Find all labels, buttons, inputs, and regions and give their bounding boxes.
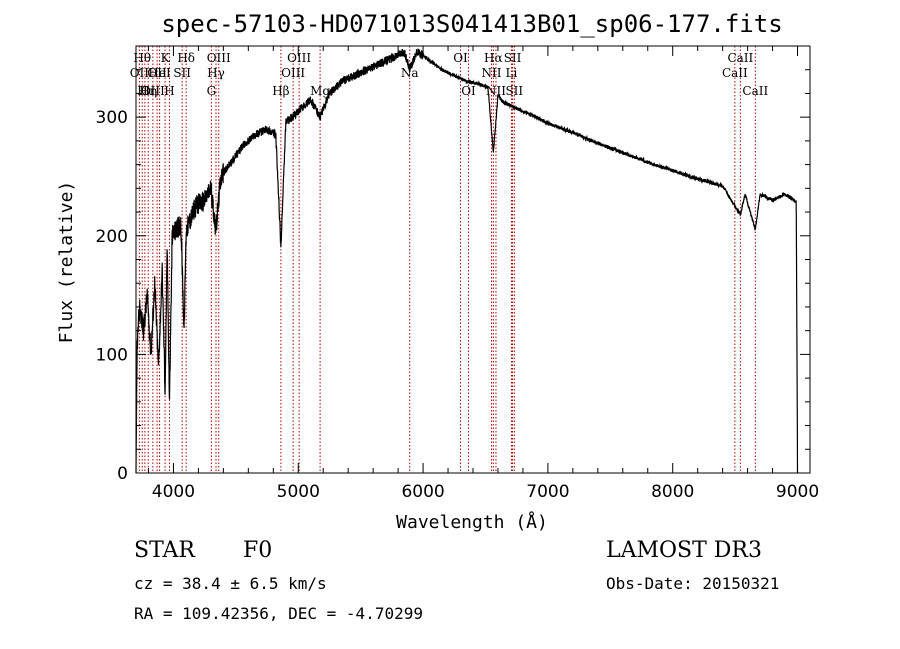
y-axis-label: Flux (relative) bbox=[56, 181, 77, 344]
line-label-19: OI bbox=[453, 51, 468, 65]
line-label-8: H bbox=[164, 84, 174, 98]
x-tick-label-6000: 6000 bbox=[401, 482, 444, 502]
line-label-11: G bbox=[207, 84, 217, 98]
line-label-24: Li bbox=[506, 66, 518, 80]
x-axis-label: Wavelength (Å) bbox=[396, 511, 548, 533]
line-label-17: Mg bbox=[310, 84, 330, 98]
y-tick-label-300: 300 bbox=[96, 108, 128, 128]
spectral-line-markers bbox=[138, 46, 756, 473]
line-label-25: SII bbox=[504, 51, 522, 65]
spectral-line-labels: OIIHθHιHηOIIIOIIHeIKHSIIHδGHγOIIIHβOIIIO… bbox=[130, 51, 769, 98]
line-label-2: Hι bbox=[137, 84, 152, 98]
line-label-15: OIII bbox=[281, 66, 305, 80]
line-label-0: OII bbox=[130, 66, 150, 80]
plot-frame bbox=[135, 45, 811, 474]
survey-name: LAMOST DR3 bbox=[606, 538, 762, 563]
line-label-4: OIII bbox=[141, 84, 165, 98]
line-label-16: OIII bbox=[287, 51, 311, 65]
line-label-18: Na bbox=[401, 66, 419, 80]
line-label-6: HeI bbox=[148, 66, 171, 80]
line-label-1: Hθ bbox=[133, 51, 151, 65]
x-tick-label-5000: 5000 bbox=[277, 482, 320, 502]
line-label-21: NII bbox=[481, 66, 501, 80]
chart-title: spec-57103-HD071013S041413B01_sp06-177.f… bbox=[161, 10, 782, 38]
x-tick-label-4000: 4000 bbox=[152, 482, 195, 502]
coordinates: RA = 109.42356, DEC = -4.70299 bbox=[134, 604, 423, 623]
y-tick-label-200: 200 bbox=[96, 227, 128, 247]
line-label-22: Hα bbox=[484, 51, 503, 65]
object-subclass: F0 bbox=[243, 538, 273, 563]
line-label-28: CaII bbox=[727, 51, 753, 65]
line-label-7: K bbox=[161, 51, 171, 65]
line-label-23: NII bbox=[486, 84, 506, 98]
line-label-3: Hη bbox=[139, 84, 157, 98]
line-label-29: CaII bbox=[742, 84, 768, 98]
object-class: STAR bbox=[134, 538, 195, 563]
x-tick-label-8000: 8000 bbox=[651, 482, 694, 502]
line-label-5: OII bbox=[147, 66, 167, 80]
line-label-10: Hδ bbox=[177, 51, 195, 65]
line-label-14: Hβ bbox=[272, 84, 289, 98]
line-label-9: SII bbox=[173, 66, 191, 80]
line-label-13: OIII bbox=[207, 51, 231, 65]
y-axis: 0 100 200 300 bbox=[96, 45, 810, 484]
x-tick-label-9000: 9000 bbox=[776, 482, 819, 502]
y-tick-label-100: 100 bbox=[96, 345, 128, 365]
y-tick-label-0: 0 bbox=[117, 464, 128, 484]
line-label-20: OI bbox=[461, 84, 476, 98]
line-label-27: CaII bbox=[722, 66, 748, 80]
spectrum-line bbox=[135, 48, 799, 474]
line-label-26: SII bbox=[505, 84, 523, 98]
observation-date: Obs-Date: 20150321 bbox=[606, 574, 780, 593]
x-axis: 4000 5000 6000 7000 8000 9000 bbox=[147, 46, 819, 502]
x-tick-label-7000: 7000 bbox=[526, 482, 569, 502]
redshift-text: cz = 38.4 ± 6.5 km/s bbox=[134, 574, 327, 593]
line-label-12: Hγ bbox=[207, 66, 225, 80]
